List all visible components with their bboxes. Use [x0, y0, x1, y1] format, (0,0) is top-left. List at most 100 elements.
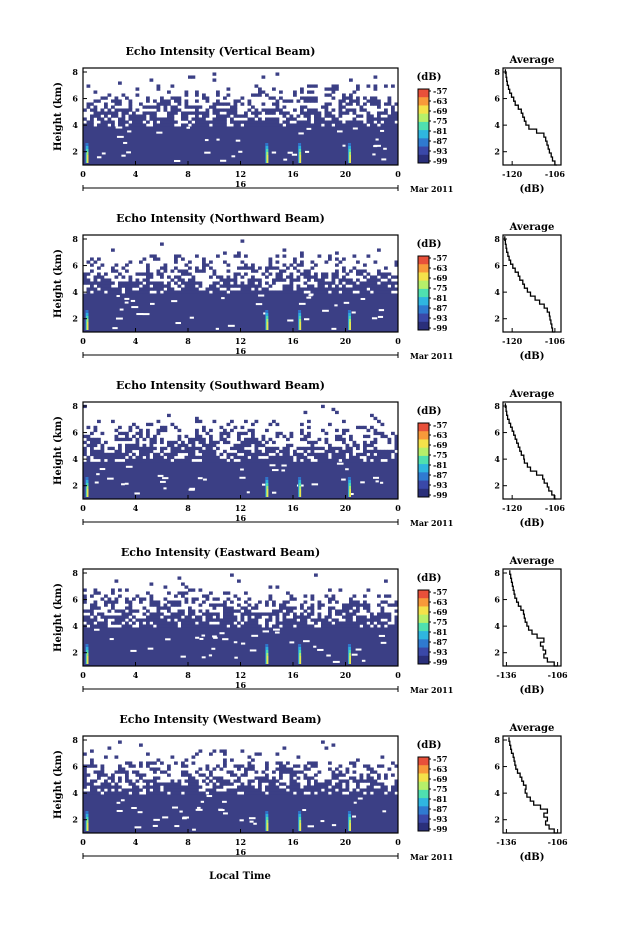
echo-cell	[191, 755, 196, 759]
echo-cell	[191, 455, 196, 460]
echo-cell	[146, 455, 150, 460]
echo-cell	[146, 120, 150, 124]
echo-cell	[240, 764, 245, 768]
echo-cell	[198, 767, 203, 771]
echo-cell	[251, 791, 255, 795]
echo-cell	[244, 452, 248, 457]
echo-cell	[261, 75, 266, 79]
echo-cell	[181, 591, 185, 595]
echo-cell	[387, 117, 392, 121]
echo-cell	[121, 455, 126, 460]
echo-gap	[124, 301, 129, 304]
echo-cell	[167, 123, 171, 127]
echo-cell	[195, 455, 199, 460]
echo-cell	[184, 287, 189, 291]
echo-cell	[212, 123, 217, 127]
colorbar-swatch	[418, 765, 429, 774]
echo-cell	[205, 594, 210, 598]
echo-cell	[268, 437, 273, 442]
profile-y-tick-label: 6	[494, 261, 500, 271]
echo-cell	[83, 434, 87, 439]
echo-cell	[377, 419, 381, 424]
colorbar-tick-label: -87	[433, 136, 447, 146]
profile-y-tick-label: 8	[494, 568, 500, 578]
echo-cell	[219, 779, 224, 783]
echo-cell	[359, 105, 364, 109]
echo-cell	[163, 290, 168, 294]
colorbar-swatch	[418, 789, 429, 799]
echo-cell	[160, 242, 164, 246]
echo-cell	[244, 785, 248, 789]
echo-cell	[202, 612, 206, 616]
echo-cell	[142, 612, 147, 616]
echo-cell	[114, 287, 119, 291]
echo-cell	[177, 290, 182, 294]
echo-cell	[377, 618, 381, 622]
echo-cell	[328, 111, 332, 115]
echo-cell	[307, 615, 311, 619]
echo-cell	[363, 440, 367, 445]
echo-cell	[366, 111, 371, 115]
echo-cell	[139, 452, 143, 457]
echo-gap	[246, 491, 250, 494]
echo-cell	[300, 452, 304, 457]
echo-cell	[153, 455, 157, 460]
x-tick-label: 8	[185, 670, 191, 680]
echo-cell	[244, 591, 248, 595]
echo-cell	[118, 449, 122, 454]
echo-cell	[275, 612, 280, 616]
echo-cell	[195, 782, 199, 786]
echo-cell	[191, 612, 196, 616]
echo-cell	[307, 419, 311, 424]
echo-cell	[223, 260, 227, 264]
echo-cell	[160, 612, 164, 616]
echo-cell	[366, 455, 371, 460]
echo-cell	[324, 281, 329, 285]
profile-y-tick-label: 2	[494, 815, 500, 825]
echo-cell	[307, 452, 311, 457]
echo-cell	[174, 600, 178, 604]
echo-cell	[184, 624, 189, 628]
echo-cell	[303, 434, 308, 439]
echo-cell	[111, 606, 115, 610]
echo-gap	[125, 465, 133, 468]
echo-gap	[273, 628, 280, 631]
echo-cell	[135, 618, 140, 622]
echo-cell	[293, 90, 297, 94]
echo-cell	[170, 290, 175, 294]
echo-cell	[275, 621, 280, 625]
echo-cell	[195, 615, 199, 619]
echo-cell	[331, 597, 336, 601]
echo-cell	[394, 458, 399, 463]
echo-cell	[93, 90, 98, 94]
panel-title: Echo Intensity (Southward Beam)	[116, 379, 325, 392]
echo-cell	[251, 779, 255, 783]
echo-gap	[109, 638, 114, 641]
echo-cell	[223, 284, 227, 288]
echo-cell	[107, 287, 112, 291]
echo-gap	[357, 797, 363, 800]
echo-cell	[205, 612, 210, 616]
echo-cell	[307, 84, 311, 88]
echo-cell	[328, 588, 332, 592]
echo-cell	[125, 449, 129, 454]
echo-cell	[184, 102, 189, 106]
echo-cell	[356, 782, 360, 786]
echo-gap	[201, 634, 206, 637]
echo-cell	[202, 260, 206, 264]
echo-cell	[275, 272, 280, 276]
echo-cell	[226, 281, 231, 285]
echo-layer	[83, 293, 398, 332]
echo-cell	[251, 275, 255, 279]
echo-cell	[233, 779, 238, 783]
echo-cell	[209, 591, 213, 595]
echo-cell	[118, 785, 122, 789]
echo-cell	[226, 609, 231, 613]
echo-cell	[100, 263, 105, 267]
echo-cell	[216, 114, 220, 118]
echo-cell	[139, 776, 143, 780]
echo-cell	[156, 117, 161, 121]
echo-cell	[377, 455, 381, 460]
echo-cell	[370, 278, 374, 282]
echo-cell	[191, 600, 196, 604]
